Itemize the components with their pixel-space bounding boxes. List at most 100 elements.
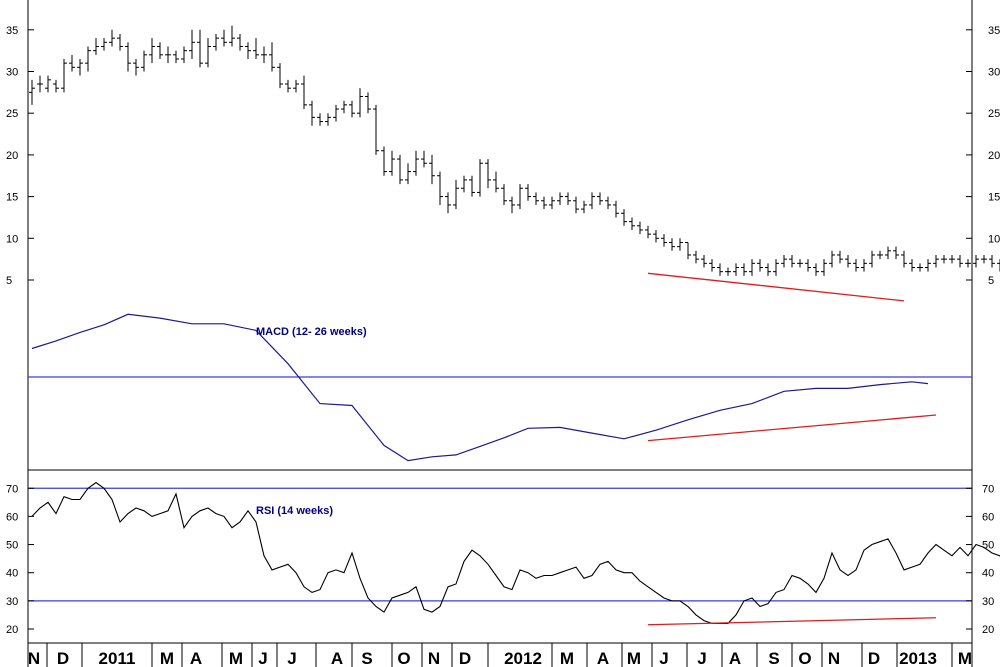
price-bar [765,263,771,276]
price-bar [589,192,595,210]
price-bar [645,225,651,239]
price-bar [805,259,811,272]
price-bar [301,75,307,110]
price-tick-label: 10 [988,233,1000,245]
price-bar [381,146,387,176]
rsi-tick-label: 60 [982,511,994,523]
price-bar [237,33,243,51]
price-bar [221,29,227,47]
rsi-tick-label: 60 [6,511,18,523]
price-bar [669,238,675,251]
rsi-tick-label: 30 [982,596,994,608]
rsi-tick-label: 50 [6,540,18,552]
price-bar [197,29,203,68]
price-bar [821,259,827,276]
x-axis-label: M [560,649,574,667]
price-bar [781,254,787,268]
x-axis-label: N [828,649,840,667]
price-bar [349,100,355,118]
x-axis-label: M [627,649,641,667]
price-bar [117,33,123,51]
price-bar [405,163,411,185]
x-axis-label: J [659,649,668,667]
price-bar [749,259,755,276]
macd-title: MACD (12- 26 weeks) [256,326,367,338]
price-bar [741,263,747,276]
rsi-line [31,481,1000,624]
price-bar [837,250,843,264]
price-bar [869,250,875,268]
x-axis-label: S [361,649,372,667]
price-bar [421,150,427,168]
x-axis-label: N [428,649,440,667]
price-bar [621,209,627,226]
price-bar [685,241,691,260]
price-bar [125,42,131,72]
price-bar [733,263,739,276]
price-bar [845,254,851,268]
price-tick-label: 25 [6,108,18,120]
price-bar [357,88,363,118]
price-bar [725,267,731,276]
price-bar [693,250,699,264]
price-bar [325,113,331,126]
macd-line [31,313,929,462]
price-bar [181,46,187,64]
price-bar [141,50,147,72]
price-right-axis: 5 10 15 20 25 30 35 [966,25,1000,287]
x-axis-label: M [160,649,174,667]
rsi-tick-label: 70 [6,483,18,495]
x-axis-label: D [868,649,880,667]
price-bar [453,179,459,210]
price-bar [245,42,251,59]
price-bar [413,150,419,176]
price-bar [261,46,267,64]
price-bar [773,259,779,276]
price-tick-label: 5 [6,275,12,287]
price-bar [373,104,379,155]
price-bar [797,259,803,268]
price-left-axis: 5 10 15 20 25 30 35 [6,25,34,287]
price-bar [309,100,315,126]
price-bar [101,38,107,51]
x-axis-label: O [798,649,811,667]
x-axis-label: J [697,649,706,667]
price-bar [717,263,723,276]
price-tick-label: 20 [988,150,1000,162]
x-axis-label: D [57,649,69,667]
price-bar [653,229,659,243]
price-bar [813,263,819,276]
price-bar [581,200,587,214]
price-bar [365,92,371,114]
price-bar [877,250,883,260]
price-bar [397,154,403,185]
price-bar [533,192,539,205]
price-bar [949,254,955,264]
price-bar [557,192,563,205]
price-bar [389,150,395,176]
price-tick-label: 25 [988,108,1000,120]
price-bar [165,46,171,64]
price-bar [677,238,683,251]
macd-panel: MACD (12- 26 weeks) [28,313,972,462]
x-axis-label: J [287,649,296,667]
price-panel: 5 10 15 20 25 30 35 5 10 15 20 25 30 35 [6,25,1000,302]
price-bar [565,192,571,205]
price-bar [909,259,915,272]
price-bar [933,254,939,268]
rsi-tick-label: 40 [982,568,994,580]
price-tick-label: 20 [6,150,18,162]
price-bar [277,63,283,89]
price-bar [613,200,619,218]
price-bar [501,184,507,205]
price-bar [957,254,963,268]
price-bar [61,58,67,93]
rsi-tick-label: 20 [982,624,994,636]
x-axis-label: A [729,649,741,667]
price-bar [509,196,515,214]
price-bar [989,254,995,268]
price-tick-label: 15 [988,192,1000,204]
price-bar [85,46,91,72]
